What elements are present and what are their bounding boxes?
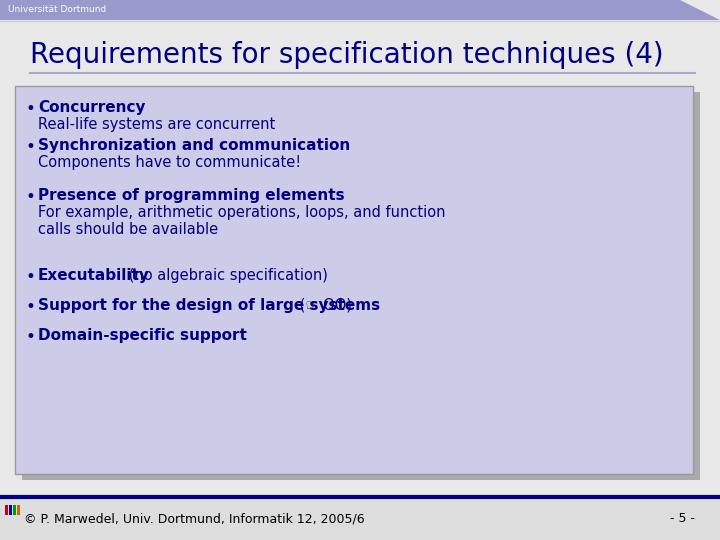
Text: •: • — [26, 268, 36, 286]
Text: © P. Marwedel, Univ. Dortmund, Informatik 12, 2005/6: © P. Marwedel, Univ. Dortmund, Informati… — [24, 512, 364, 525]
Bar — [9, 505, 12, 515]
Bar — [13, 505, 16, 515]
FancyBboxPatch shape — [15, 86, 693, 474]
Text: Universität Dortmund: Universität Dortmund — [8, 5, 107, 15]
Text: Support for the design of large systems: Support for the design of large systems — [38, 298, 380, 313]
Text: For example, arithmetic operations, loops, and function
calls should be availabl: For example, arithmetic operations, loop… — [38, 205, 446, 238]
Text: Components have to communicate!: Components have to communicate! — [38, 155, 301, 170]
Text: •: • — [26, 188, 36, 206]
Text: •: • — [26, 328, 36, 346]
Bar — [17, 505, 20, 515]
Text: Executability: Executability — [38, 268, 150, 283]
FancyBboxPatch shape — [22, 92, 700, 480]
Text: •: • — [26, 100, 36, 118]
Text: (☞ OO): (☞ OO) — [295, 298, 352, 313]
Text: Domain-specific support: Domain-specific support — [38, 328, 247, 343]
Text: Requirements for specification techniques (4): Requirements for specification technique… — [30, 41, 664, 69]
Text: Synchronization and communication: Synchronization and communication — [38, 138, 350, 153]
Text: Concurrency: Concurrency — [38, 100, 145, 115]
Text: - 5 -: - 5 - — [670, 512, 695, 525]
Text: •: • — [26, 138, 36, 156]
Polygon shape — [0, 0, 720, 20]
Bar — [5, 505, 8, 515]
Text: Real-life systems are concurrent: Real-life systems are concurrent — [38, 117, 275, 132]
Text: •: • — [26, 298, 36, 316]
FancyBboxPatch shape — [0, 497, 720, 540]
Text: (no algebraic specification): (no algebraic specification) — [124, 268, 328, 283]
Text: Presence of programming elements: Presence of programming elements — [38, 188, 345, 203]
